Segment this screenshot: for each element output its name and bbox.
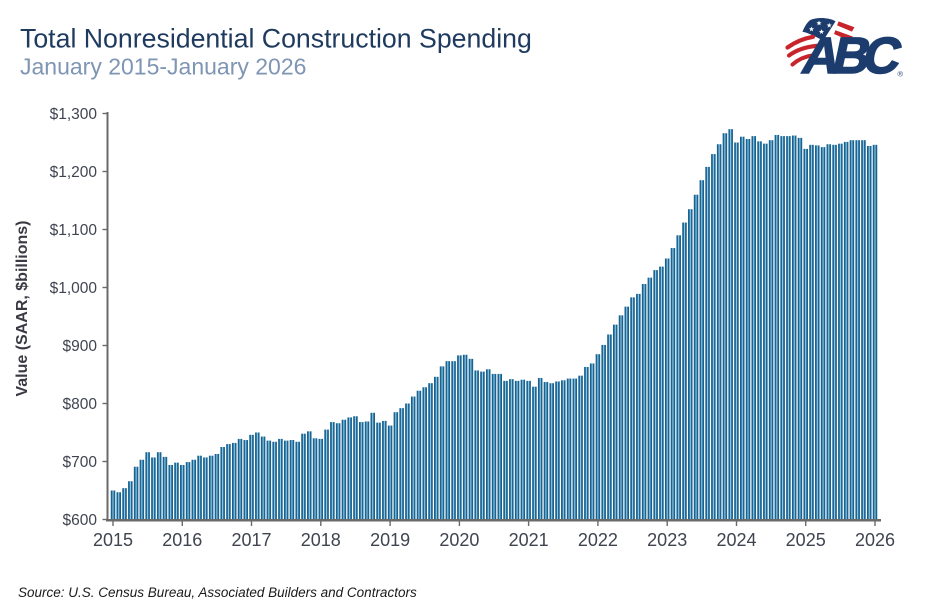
svg-text:Value (SAAR, $billions): Value (SAAR, $billions) xyxy=(14,220,31,396)
svg-text:$700: $700 xyxy=(63,454,98,471)
svg-text:2020: 2020 xyxy=(439,530,479,550)
svg-text:2026: 2026 xyxy=(855,530,895,550)
svg-text:Total Nonresidential Construct: Total Nonresidential Construction Spendi… xyxy=(20,24,532,54)
svg-text:2019: 2019 xyxy=(370,530,410,550)
svg-text:Source: U.S. Census Bureau, As: Source: U.S. Census Bureau, Associated B… xyxy=(18,585,417,600)
svg-text:$1,100: $1,100 xyxy=(50,222,98,239)
svg-text:2022: 2022 xyxy=(578,530,618,550)
svg-text:$1,000: $1,000 xyxy=(50,280,98,297)
svg-text:2015: 2015 xyxy=(93,530,133,550)
svg-text:2023: 2023 xyxy=(647,530,687,550)
svg-text:2021: 2021 xyxy=(509,530,549,550)
svg-text:$600: $600 xyxy=(63,512,98,529)
svg-text:2018: 2018 xyxy=(301,530,341,550)
svg-text:2016: 2016 xyxy=(162,530,202,550)
svg-text:®: ® xyxy=(898,70,904,79)
svg-text:$1,200: $1,200 xyxy=(50,164,98,181)
svg-text:$1,300: $1,300 xyxy=(50,106,98,123)
svg-text:$800: $800 xyxy=(63,396,98,413)
svg-text:2017: 2017 xyxy=(231,530,271,550)
svg-text:January 2015-January 2026: January 2015-January 2026 xyxy=(20,54,306,80)
svg-text:$900: $900 xyxy=(63,338,98,355)
svg-text:2024: 2024 xyxy=(716,530,756,550)
svg-text:2025: 2025 xyxy=(786,530,826,550)
svg-text:ABC: ABC xyxy=(798,27,906,84)
